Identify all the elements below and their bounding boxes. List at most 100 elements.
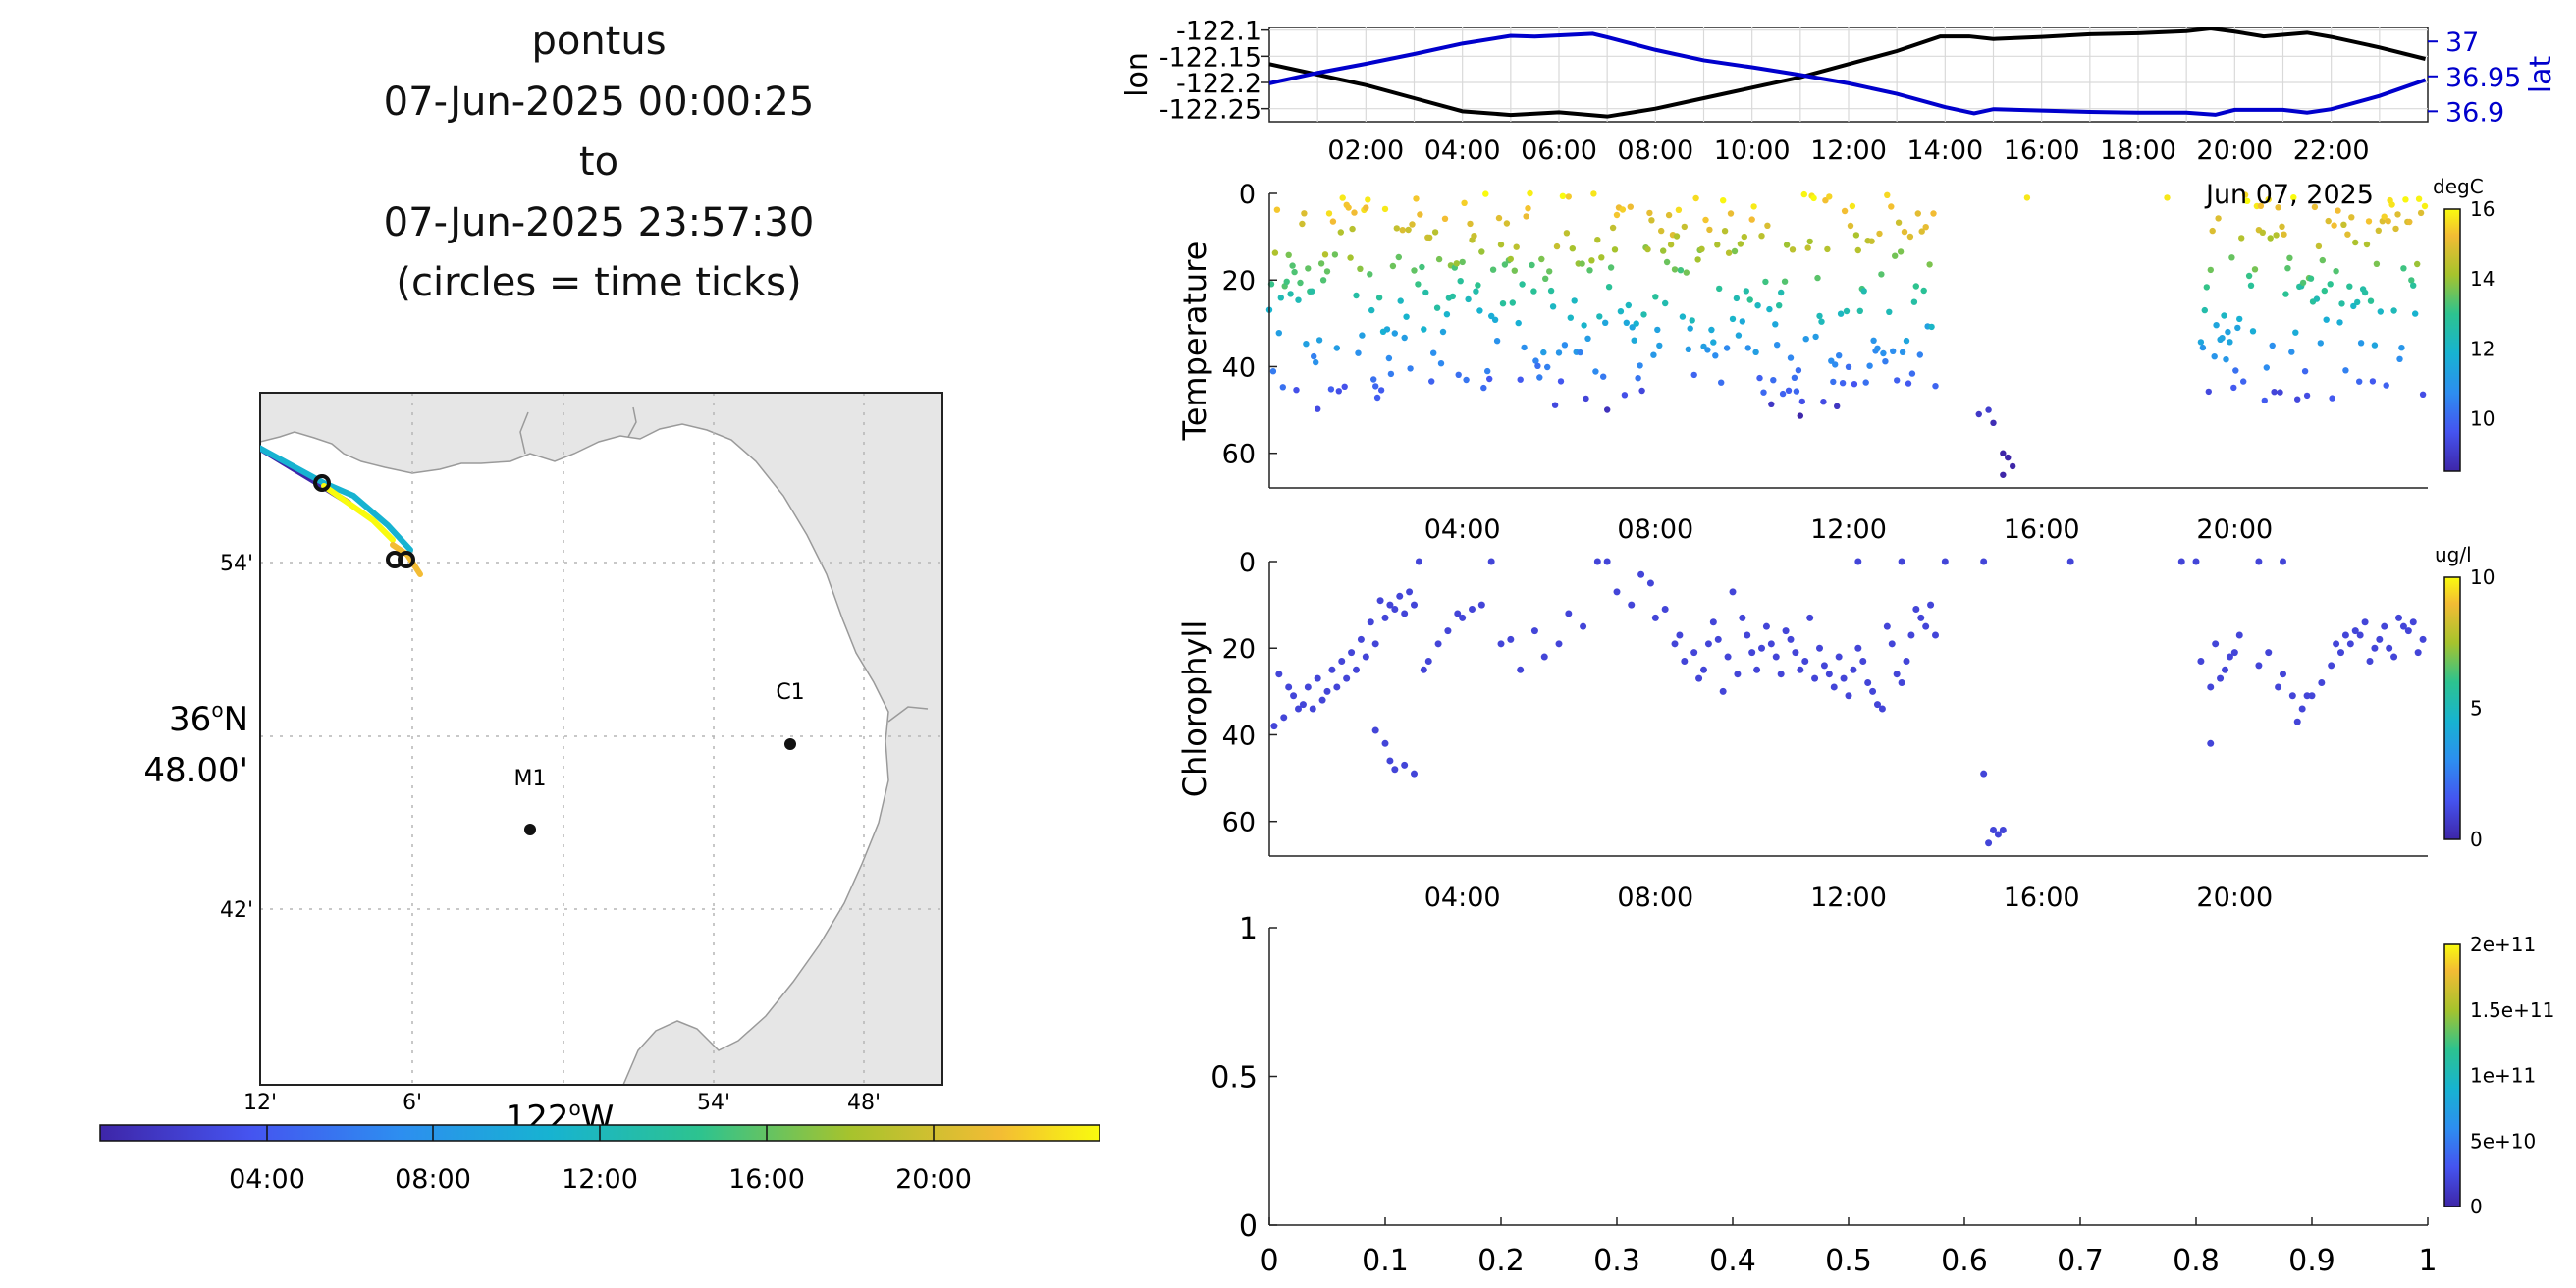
temperature-point xyxy=(2375,227,2382,234)
temperature-point xyxy=(2392,225,2399,233)
temperature-point xyxy=(1430,349,1437,356)
temperature-point xyxy=(2245,272,2253,280)
chlorophyll-point xyxy=(1507,635,1515,643)
temperature-point xyxy=(2363,241,2371,248)
temperature-point xyxy=(1679,313,1687,320)
chlorophyll-point xyxy=(1980,558,1988,565)
temperature-point xyxy=(1323,268,1331,275)
chlorophyll-point xyxy=(1295,705,1302,713)
temperature-point xyxy=(2288,349,2295,355)
lat-tick-48: 48.00' xyxy=(143,751,248,790)
chlorophyll-point xyxy=(1985,839,1993,847)
position-x-tick-label: 02:00 xyxy=(1327,135,1404,166)
chlorophyll-point xyxy=(1381,739,1389,747)
temperature-y-ticks: 0 20 40 60 xyxy=(1222,180,1277,470)
position-x-ticks: 02:00 04:00 06:00 08:00 10:00 12:00 14:00 16:00… xyxy=(1327,135,2369,166)
chlorophyll-point xyxy=(2419,635,2427,643)
temperature-point xyxy=(1644,245,1651,253)
lon-tick-12: 12' xyxy=(243,1091,277,1115)
temperature-point xyxy=(2294,396,2301,402)
temperature-colorbar-tick-label: 12 xyxy=(2470,337,2495,360)
temperature-point xyxy=(1656,342,1663,349)
temperature-point xyxy=(1486,375,1493,383)
chlorophyll-point xyxy=(2390,653,2398,661)
lat-series-line xyxy=(1268,31,2427,117)
empty-x-tick-label: 0.1 xyxy=(1362,1244,1409,1278)
chlorophyll-point xyxy=(1314,674,1321,682)
temperature-point xyxy=(1633,320,1639,327)
temperature-point xyxy=(2197,339,2205,346)
temperature-point xyxy=(1285,251,1292,258)
temperature-point xyxy=(2346,283,2353,290)
temperature-point xyxy=(1377,387,1385,394)
position-lat-tick-label: 37 xyxy=(2445,27,2479,58)
temperature-point xyxy=(2342,367,2349,374)
temperature-point xyxy=(1287,291,1294,297)
chlorophyll-point xyxy=(1386,601,1394,609)
temperature-points xyxy=(1265,189,2429,478)
temperature-point xyxy=(1793,388,1800,395)
temperature-point xyxy=(1638,387,1645,395)
temperature-point xyxy=(1729,315,1737,323)
chlorophyll-point xyxy=(2328,662,2335,670)
temperature-point xyxy=(2257,202,2265,209)
temperature-point xyxy=(2225,328,2231,336)
chlorophyll-point xyxy=(2288,692,2296,700)
temperature-point xyxy=(1449,293,1457,300)
temperature-point xyxy=(1365,196,1371,203)
position-lat-tick-label: 36.9 xyxy=(2445,97,2504,128)
temperature-point xyxy=(2348,214,2355,221)
temperature-point xyxy=(1497,242,1505,248)
chlorophyll-point xyxy=(1386,757,1394,765)
temperature-point xyxy=(1588,257,1595,264)
temperature-point xyxy=(1319,277,1327,284)
temperature-point xyxy=(1725,249,1733,256)
chlorophyll-panel: 04:00 08:00 12:00 16:00 20:00 0 20 40 60 Chloro… xyxy=(1176,543,2495,913)
temperature-point xyxy=(1928,323,1935,331)
temperature-point xyxy=(1862,379,1869,386)
temperature-point xyxy=(1897,248,1905,255)
chlorophyll-point xyxy=(2298,705,2306,713)
temperature-point xyxy=(2240,378,2247,385)
position-lon-tick-label: -122.2 xyxy=(1176,69,1261,99)
temperature-point xyxy=(1373,394,1381,402)
temperature-point xyxy=(1764,222,1771,229)
chlorophyll-point xyxy=(1318,696,1326,704)
lon-tick-54: 54' xyxy=(697,1091,730,1115)
empty-panel: 0 0.1 0.2 0.3 0.4 0.5 0.6 0.7 0.8 0.9 1 10.50 2e+1… xyxy=(1210,912,2554,1278)
temperature-point xyxy=(2317,340,2324,347)
temperature-point xyxy=(1627,203,1635,210)
temperature-point xyxy=(1662,299,1669,307)
chlorophyll-point xyxy=(1454,610,1462,617)
chlorophyll-point xyxy=(1787,635,1795,643)
temperature-point xyxy=(2415,195,2423,202)
chlorophyll-colorbar-tick-label: 5 xyxy=(2470,697,2483,721)
temperature-point xyxy=(1433,304,1441,311)
empty-colorbar-tick-label: 2e+11 xyxy=(2470,933,2536,956)
temperature-point xyxy=(1453,260,1461,267)
temperature-point xyxy=(2365,218,2373,225)
temperature-point xyxy=(2009,462,2016,470)
temperature-point xyxy=(1698,245,1705,252)
temperature-point xyxy=(1818,318,1825,325)
temperature-point xyxy=(1605,284,1613,291)
temperature-point xyxy=(1283,278,1290,285)
temperature-point xyxy=(1341,383,1348,390)
chlorophyll-point xyxy=(1845,692,1852,700)
empty-x-tick-label: 0.6 xyxy=(1941,1244,1988,1278)
station-c1-marker xyxy=(784,738,796,750)
chlorophyll-point xyxy=(1922,622,1930,630)
track-segment-late xyxy=(321,483,396,543)
temperature-point xyxy=(1303,341,1310,348)
temperature-point xyxy=(1604,406,1611,413)
temperature-point xyxy=(1353,292,1360,299)
temperature-point xyxy=(1415,281,1422,288)
temperature-point xyxy=(1515,319,1522,327)
temperature-point xyxy=(1557,378,1565,385)
chlorophyll-point xyxy=(1830,683,1838,691)
lat-tick-54: 54' xyxy=(220,552,253,576)
temperature-point xyxy=(1337,229,1345,236)
temperature-point xyxy=(2388,201,2395,208)
temperature-point xyxy=(1596,313,1603,320)
temperature-point xyxy=(1868,238,1875,244)
